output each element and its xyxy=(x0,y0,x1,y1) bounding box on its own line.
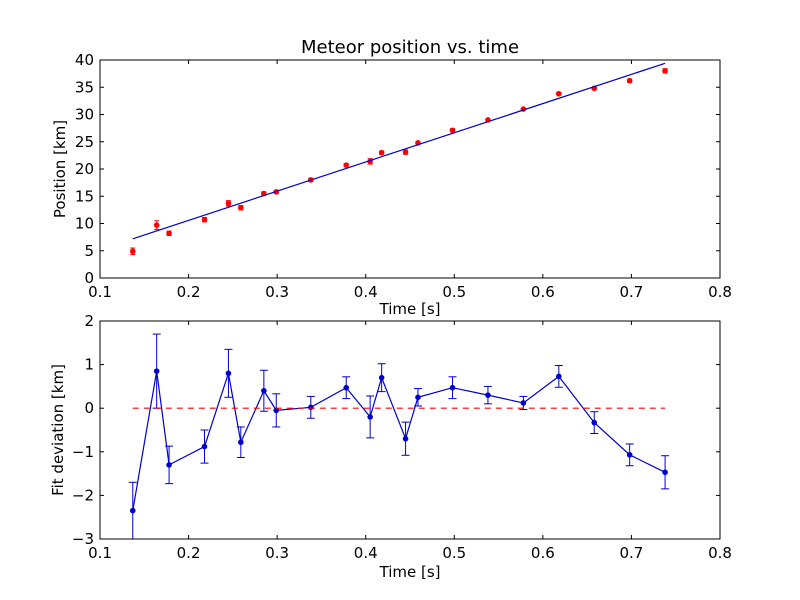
deviation-ytick-label: −1 xyxy=(72,443,94,461)
position-fit-line xyxy=(132,62,666,240)
deviation-data-point xyxy=(367,414,373,420)
position-plot-marks xyxy=(129,62,668,256)
position-xtick-label: 0.3 xyxy=(265,283,289,301)
position-data-point xyxy=(238,204,244,211)
deviation-data-point xyxy=(308,404,314,411)
position-plot-ylabel: Position [km] xyxy=(51,120,69,218)
position-ytick-label: 35 xyxy=(75,78,94,96)
deviation-xtick-label: 0.4 xyxy=(354,544,378,562)
deviation-plot-xlabel: Time [s] xyxy=(379,563,441,581)
position-xtick-label: 0.1 xyxy=(88,283,112,301)
position-data-point xyxy=(662,68,668,74)
position-xtick-label: 0.7 xyxy=(619,283,643,301)
deviation-xtick-label: 0.6 xyxy=(531,544,555,562)
deviation-data-point xyxy=(591,419,598,426)
deviation-data-point xyxy=(449,384,456,391)
deviation-ytick-label: 2 xyxy=(84,312,94,330)
deviation-xtick-label: 0.1 xyxy=(88,544,112,562)
deviation-data-point xyxy=(520,400,527,406)
deviation-data-point xyxy=(343,384,350,391)
position-data-point xyxy=(153,222,160,228)
position-ytick-label: 20 xyxy=(75,160,94,178)
position-data-point xyxy=(402,149,409,155)
position-data-point xyxy=(626,77,633,84)
deviation-xtick-label: 0.3 xyxy=(265,544,289,562)
deviation-data-point xyxy=(556,373,562,380)
position-ytick-label: 10 xyxy=(75,215,94,233)
deviation-ytick-label: 1 xyxy=(84,356,94,374)
position-plot: Meteor position vs. time 0.1 0.2 0.3 0.4 0.5… xyxy=(51,37,732,318)
position-data-point xyxy=(225,200,232,207)
position-xtick-label: 0.5 xyxy=(442,283,466,301)
deviation-ytick-label: −3 xyxy=(72,530,94,548)
position-data-point xyxy=(166,230,172,237)
deviation-data-point xyxy=(662,469,668,476)
deviation-data-point xyxy=(238,439,244,446)
deviation-data-point xyxy=(626,452,633,458)
position-ytick-label: 30 xyxy=(75,106,94,124)
deviation-xtick-label: 0.2 xyxy=(177,544,201,562)
deviation-data-point xyxy=(415,394,421,401)
position-ytick-label: 40 xyxy=(75,51,94,69)
deviation-data-point xyxy=(129,507,136,514)
position-plot-xlabel: Time [s] xyxy=(379,300,441,318)
position-ytick-label: 0 xyxy=(84,269,94,287)
position-data-point xyxy=(129,248,136,255)
position-plot-title: Meteor position vs. time xyxy=(301,37,519,58)
position-xtick-label: 0.4 xyxy=(354,283,378,301)
position-data-point xyxy=(449,127,456,134)
deviation-plot-frame xyxy=(99,320,721,540)
deviation-plot-ticks: 0.1 0.2 0.3 0.4 0.5 0.6 0.7 0.8 −3 −2 −1 0 1 2 xyxy=(72,312,732,562)
position-xtick-label: 0.2 xyxy=(177,283,201,301)
deviation-data-point xyxy=(378,374,385,381)
deviation-data-point xyxy=(166,462,172,468)
deviation-plot: 0.1 0.2 0.3 0.4 0.5 0.6 0.7 0.8 −3 −2 −1 0 1 2 Time [… xyxy=(49,312,732,581)
position-ytick-label: 25 xyxy=(75,133,94,151)
deviation-data-point xyxy=(485,392,491,398)
position-ytick-label: 15 xyxy=(75,187,94,205)
deviation-ytick-label: 0 xyxy=(84,399,94,417)
deviation-xtick-label: 0.5 xyxy=(442,544,466,562)
position-data-point xyxy=(378,149,385,156)
deviation-data-point xyxy=(225,370,232,377)
position-xtick-label: 0.6 xyxy=(531,283,555,301)
position-data-point xyxy=(556,90,562,97)
deviation-plot-marks xyxy=(128,333,670,540)
deviation-data-point xyxy=(261,387,267,394)
deviation-data-point xyxy=(402,435,409,442)
position-data-point xyxy=(201,216,208,223)
position-xtick-label: 0.8 xyxy=(708,283,732,301)
deviation-data-point xyxy=(201,443,208,450)
position-plot-ticks: 0.1 0.2 0.3 0.4 0.5 0.6 0.7 0.8 0 5 10 15 20 25 30 35 40 xyxy=(75,51,732,301)
deviation-xtick-label: 0.8 xyxy=(708,544,732,562)
deviation-plot-ylabel: Fit deviation [km] xyxy=(49,364,67,496)
position-ytick-label: 5 xyxy=(84,242,94,260)
deviation-ytick-label: −2 xyxy=(72,486,94,504)
position-data-point xyxy=(343,162,350,168)
deviation-xtick-label: 0.7 xyxy=(619,544,643,562)
deviation-data-point xyxy=(153,368,160,374)
